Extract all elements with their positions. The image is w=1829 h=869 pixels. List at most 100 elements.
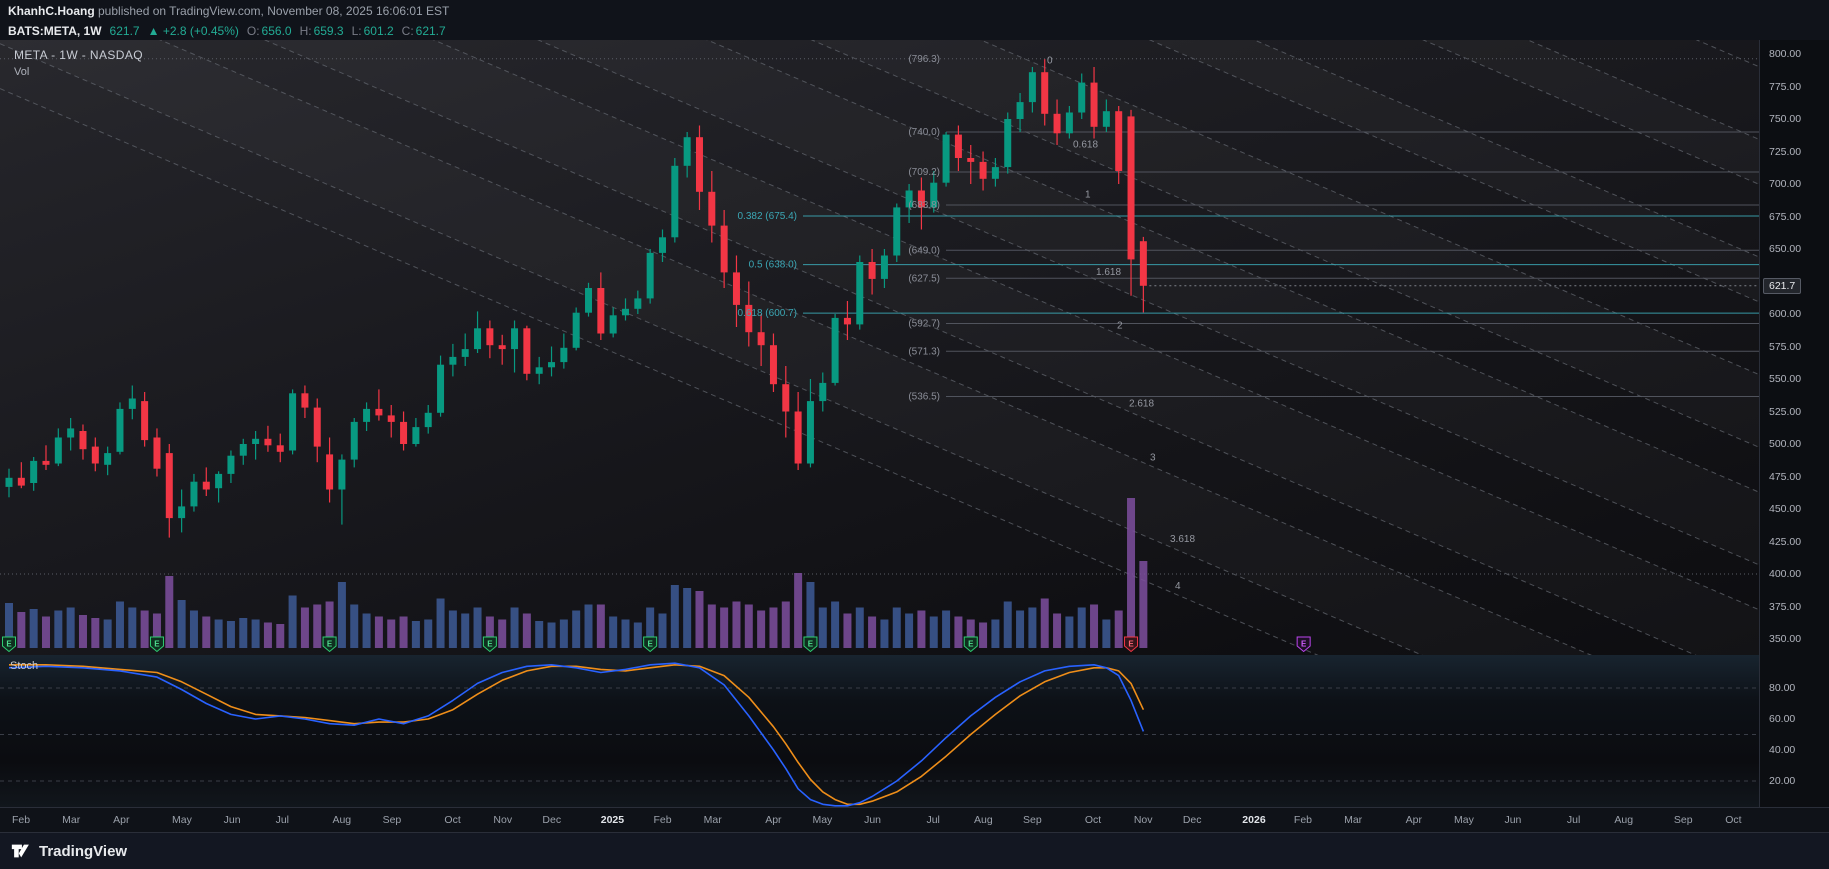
candle [104, 453, 112, 465]
fib-channel-line[interactable] [0, 40, 1759, 185]
fib-level-label: 0.618 (600.7) [738, 308, 798, 319]
volume-bar [424, 619, 433, 648]
earnings-icon[interactable] [803, 636, 818, 653]
candle [424, 412, 432, 428]
candle [1078, 82, 1086, 113]
earnings-icon-letter: E [154, 640, 160, 649]
time-axis-label: Jun [223, 814, 241, 826]
volume-bar [103, 619, 112, 648]
earnings-icon[interactable] [2, 636, 16, 653]
volume-bar [1102, 619, 1111, 648]
volume-bar [1077, 607, 1086, 648]
volume-bar [350, 604, 359, 648]
volume-bar [17, 612, 26, 648]
fib-channel-line[interactable] [0, 43, 1759, 655]
fib-channel-line[interactable] [0, 40, 1759, 448]
earnings-icon[interactable] [149, 636, 164, 653]
candle [239, 444, 247, 456]
earnings-icon[interactable] [963, 636, 978, 653]
volume-bar [177, 600, 186, 648]
earnings-icon[interactable] [322, 636, 337, 653]
fib-channel-line[interactable] [0, 40, 1759, 493]
fib-channel-line[interactable] [0, 40, 1759, 611]
volume-bar [1139, 561, 1148, 648]
price-tick: 650.00 [1769, 243, 1802, 255]
fib-channel-label: 1.618 [1096, 267, 1121, 278]
time-axis-label: Jul [1566, 814, 1581, 826]
candle [1102, 111, 1110, 127]
volume-bar [374, 616, 383, 648]
volume-bar [744, 604, 753, 648]
volume-bar [720, 607, 729, 648]
fib-channel-label: 0 [1047, 55, 1053, 66]
candle [930, 182, 938, 208]
fib-channel-line[interactable] [0, 40, 1759, 303]
candle [474, 328, 482, 350]
symbol-name[interactable]: BATS:META, 1W [8, 23, 102, 38]
candle [276, 445, 284, 452]
stoch-tick: 20.00 [1769, 775, 1796, 787]
time-axis-label: Nov [1133, 814, 1153, 826]
earnings-icon-letter: E [327, 640, 333, 649]
price-tick: 450.00 [1769, 503, 1802, 515]
volume-bar [411, 621, 420, 648]
fib-channel-line[interactable] [0, 40, 1759, 655]
candle [843, 317, 851, 325]
fib-channel-line[interactable] [0, 40, 1759, 655]
time-axis-label: Mar [1344, 814, 1363, 826]
volume-bar [584, 604, 593, 648]
author-name[interactable]: KhanhC.Hoang [8, 3, 95, 18]
candle [42, 460, 50, 465]
volume-indicator-label[interactable]: Vol [14, 66, 30, 78]
fib-level-label: (536.5) [908, 392, 940, 403]
last-price: 621.7 [109, 23, 140, 38]
earnings-icon[interactable] [1296, 636, 1311, 653]
candle [178, 506, 186, 519]
price-axis[interactable]: 800.00 775.00 750.00 725.00 700.00 675.00 650.… [1759, 40, 1829, 807]
candle [745, 304, 753, 333]
tradingview-logo-icon[interactable] [10, 840, 32, 862]
volume-bar [609, 616, 618, 648]
price-chart-canvas[interactable]: (796.3) (740.0) (709.2) (683.8) 0.382 (675.4… [0, 40, 1759, 655]
volume-bar [1040, 598, 1049, 648]
time-axis[interactable]: Feb Mar Apr May Jun Jul Aug Sep Oct Nov Dec 2025 Feb… [0, 807, 1829, 832]
candle [289, 393, 297, 451]
volume-bar [1065, 616, 1074, 648]
candle [202, 481, 210, 490]
low-value: L: 601.2 [351, 23, 394, 38]
volume-bar [695, 591, 704, 648]
volume-bar [473, 607, 482, 648]
earnings-icon[interactable] [482, 636, 497, 653]
time-axis-label: Jun [1504, 814, 1522, 826]
volume-bar [1028, 607, 1037, 648]
volume-bar [288, 595, 297, 648]
volume-bar [399, 616, 408, 648]
price-tick: 475.00 [1769, 470, 1802, 483]
fib-channel-line[interactable] [0, 40, 1759, 258]
stochastic-indicator-label[interactable]: Stoch [10, 660, 39, 672]
stochastic-pane-canvas[interactable] [0, 655, 1759, 807]
earnings-icon[interactable] [643, 636, 658, 653]
candle [967, 158, 975, 162]
fib-channel-line[interactable] [0, 40, 1759, 566]
candle [806, 401, 814, 464]
fib-level-label: (740.0) [908, 127, 940, 138]
last-price-tag[interactable]: 621.7 [1763, 277, 1802, 294]
volume-bar [214, 619, 223, 648]
earnings-icon-letter: E [487, 640, 493, 649]
earnings-icon[interactable] [1124, 636, 1139, 653]
earnings-icon-letter: E [6, 640, 12, 649]
volume-bar [128, 607, 137, 648]
price-tick: 600.00 [1769, 308, 1802, 320]
time-axis-label: Sep [1673, 814, 1693, 826]
candle [1115, 111, 1123, 171]
volume-bar [818, 607, 827, 648]
candle [412, 427, 420, 444]
fib-channel-line[interactable] [0, 88, 1759, 655]
volume-bar [41, 616, 50, 648]
fib-channel-label: 3.618 [1170, 534, 1195, 545]
fib-channel-line[interactable] [0, 40, 1759, 376]
brand-name[interactable]: TradingView [39, 842, 128, 860]
price-tick: 350.00 [1769, 633, 1802, 645]
candle [313, 407, 321, 447]
